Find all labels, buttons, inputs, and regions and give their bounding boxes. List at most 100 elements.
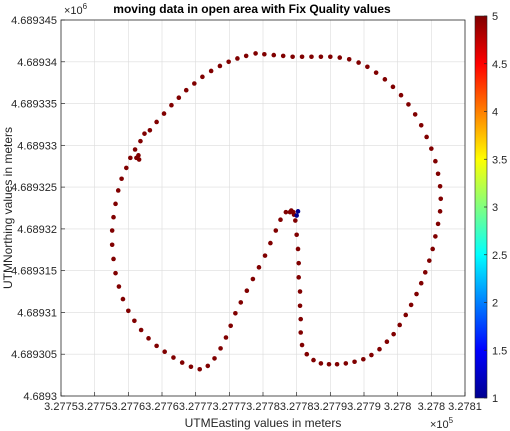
y-tick-label: 4.68933	[17, 140, 57, 152]
data-point	[412, 112, 418, 117]
x-axis-ticks: 3.2775 3.2775 3.2776 3.2776 3.2777 3.2777 3.27…	[44, 392, 482, 413]
data-point	[296, 260, 301, 266]
data-point	[111, 256, 116, 262]
data-point	[297, 303, 303, 309]
data-point	[391, 331, 396, 337]
data-point	[147, 127, 153, 133]
data-point	[437, 209, 443, 214]
data-point	[418, 122, 424, 128]
data-point	[290, 54, 295, 60]
x-tick-label: 3.2775	[44, 401, 78, 413]
y-exponent-power: 6	[83, 2, 88, 11]
data-point	[192, 81, 197, 86]
data-point	[226, 59, 231, 65]
data-point	[116, 284, 122, 289]
data-point	[424, 134, 429, 140]
data-point	[377, 346, 382, 352]
data-point	[356, 60, 361, 65]
data-point	[218, 346, 223, 351]
chart-title: moving data in open area with Fix Qualit…	[113, 2, 391, 16]
data-point	[435, 171, 441, 177]
colorbar-tick-label: 2.5	[492, 250, 507, 262]
data-point	[352, 359, 357, 365]
data-point	[403, 312, 409, 318]
x-tick-label: 3.2778	[246, 401, 280, 413]
data-point	[126, 308, 131, 314]
data-point	[132, 147, 138, 152]
data-point	[262, 51, 267, 57]
x-tick-label: 3.2781	[448, 401, 482, 413]
data-point	[256, 265, 262, 270]
data-point	[365, 64, 370, 70]
data-point	[200, 74, 205, 80]
data-point	[298, 330, 304, 335]
data-point	[295, 209, 301, 214]
data-point	[328, 54, 333, 60]
data-point	[398, 92, 404, 98]
data-point	[382, 77, 388, 82]
data-point	[228, 323, 233, 329]
data-point	[406, 102, 411, 107]
x-tick-label: 3.2776	[112, 401, 146, 413]
data-point	[171, 355, 176, 360]
data-point	[296, 275, 301, 280]
data-point	[217, 63, 223, 69]
data-point	[304, 351, 310, 357]
data-point	[429, 146, 434, 151]
data-point	[109, 242, 115, 248]
data-point	[346, 56, 352, 62]
y-axis-label: UTMNorthing values in meters	[1, 127, 15, 289]
data-point	[311, 357, 316, 363]
colorbar-tick-label: 3.5	[492, 154, 507, 166]
data-point	[288, 208, 294, 213]
data-point	[113, 270, 118, 276]
data-point	[136, 157, 142, 162]
data-point	[268, 240, 273, 246]
data-point	[318, 54, 324, 60]
data-point	[243, 53, 249, 59]
data-point	[169, 102, 174, 108]
data-points	[109, 51, 444, 372]
data-point	[422, 270, 428, 275]
data-point	[132, 318, 137, 324]
data-point	[120, 296, 126, 302]
data-point	[334, 361, 340, 367]
data-point	[179, 360, 185, 365]
data-point	[418, 280, 424, 286]
y-axis-ticks: 4.6893 4.689305 4.68931 4.689315 4.68932 4.68…	[11, 15, 65, 403]
data-point	[430, 246, 435, 252]
data-point	[115, 188, 121, 193]
data-point	[293, 218, 298, 223]
data-point	[154, 343, 159, 349]
data-point	[205, 363, 211, 369]
data-point	[176, 95, 182, 101]
colorbar-tick-label: 1	[492, 393, 498, 405]
data-point	[212, 356, 217, 361]
x-exponent-power: 5	[449, 416, 454, 425]
data-point	[299, 342, 305, 348]
x-tick-label: 3.2779	[347, 401, 381, 413]
data-point	[119, 176, 124, 182]
data-point	[142, 131, 147, 136]
data-point	[437, 183, 443, 189]
data-point	[250, 276, 256, 282]
x-tick-label: 3.2777	[213, 401, 247, 413]
data-point	[223, 335, 229, 340]
data-point	[408, 302, 414, 308]
y-tick-label: 4.68934	[17, 57, 57, 69]
x-axis-exponent: ×105	[430, 416, 454, 431]
y-tick-label: 4.689335	[11, 99, 57, 111]
data-point	[373, 70, 379, 75]
data-point	[138, 327, 144, 333]
data-point	[397, 322, 402, 328]
y-tick-label: 4.689325	[11, 182, 57, 194]
data-point	[208, 68, 214, 74]
data-point	[414, 291, 419, 297]
y-tick-label: 4.6893	[23, 391, 57, 403]
data-point	[188, 364, 194, 370]
colorbar-ticks: 1 1.5 2 2.5 3 3.5 4 4.5 5	[484, 11, 507, 405]
data-point	[299, 54, 305, 60]
data-point	[271, 52, 277, 58]
y-tick-label: 4.689305	[11, 349, 57, 361]
